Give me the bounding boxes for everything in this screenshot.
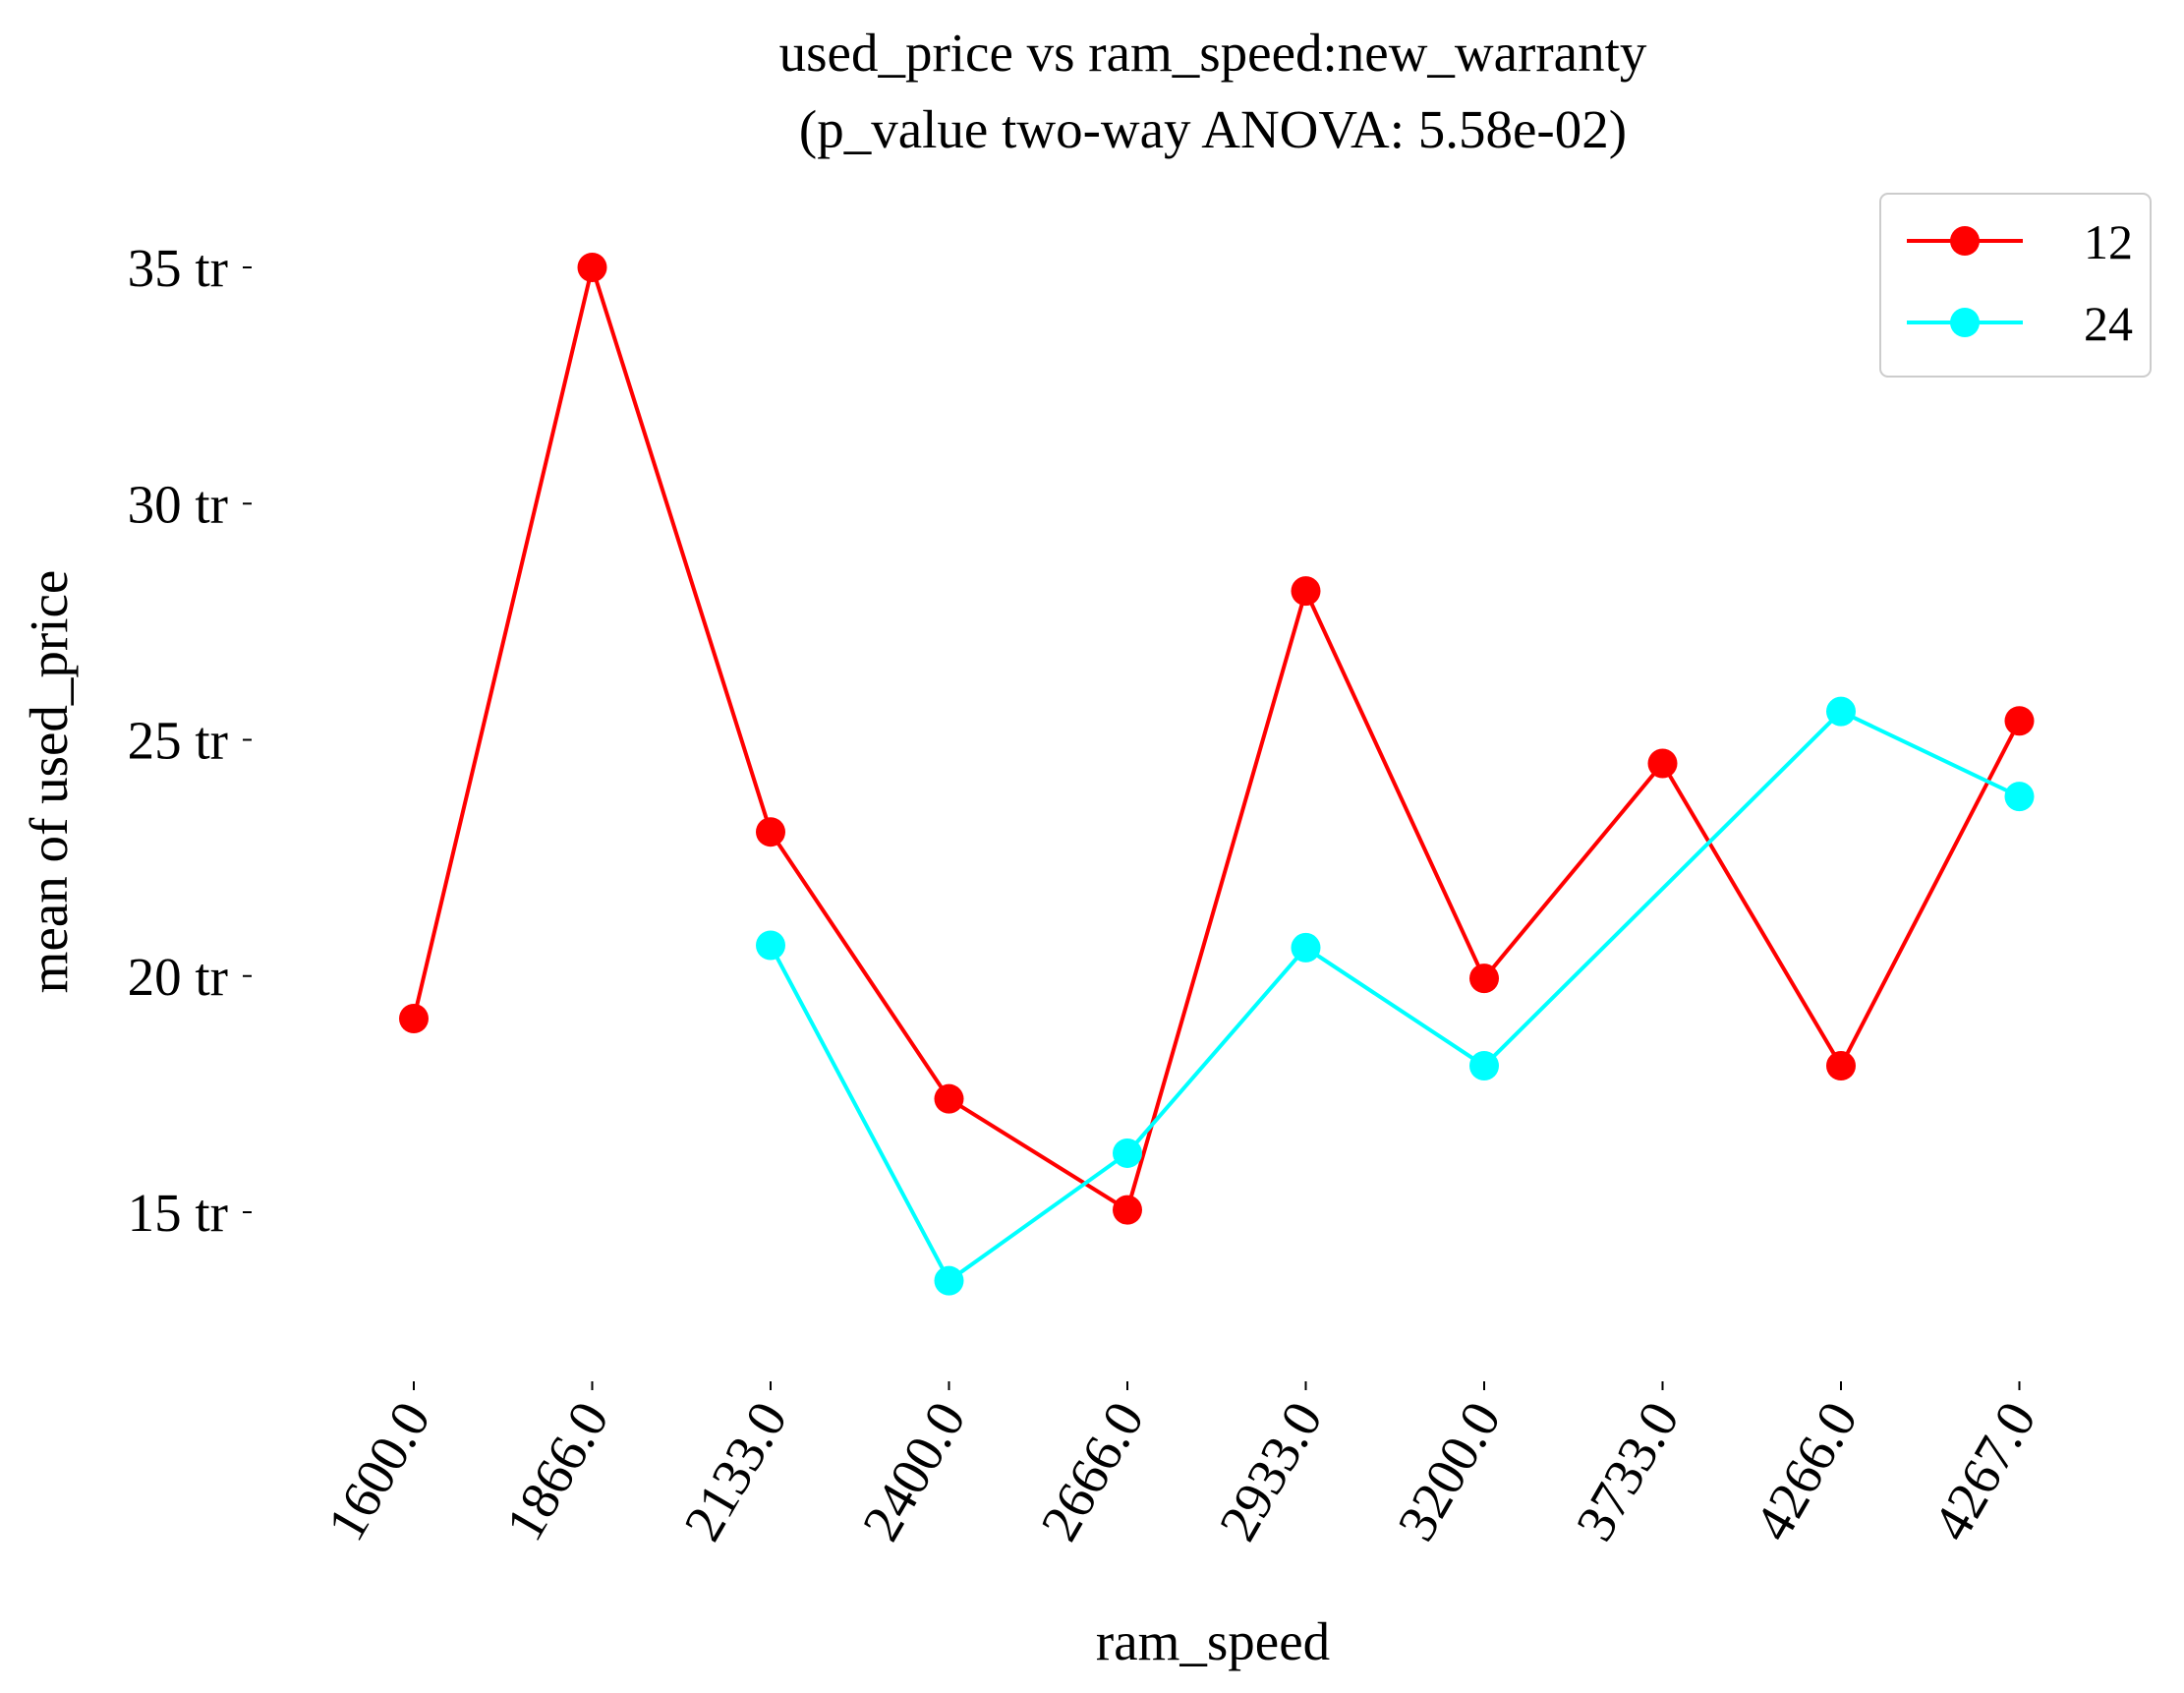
x-tick-label: 1866.0 <box>493 1392 619 1550</box>
x-axis: 1600.0 1866.0 2133.0 2400.0 2666.0 2933.0 3200… <box>316 1381 2047 1550</box>
legend-marker <box>1950 308 1980 337</box>
x-tick-label: 4266.0 <box>1743 1392 1868 1550</box>
data-point <box>934 1083 964 1114</box>
y-tick-label: 35 tr <box>128 238 228 298</box>
data-point <box>1291 576 1321 607</box>
legend-marker <box>1950 226 1980 256</box>
x-tick-label: 2666.0 <box>1029 1392 1155 1550</box>
legend-item: 24 <box>1907 296 2133 351</box>
x-tick-label: 1600.0 <box>316 1392 441 1550</box>
y-tick-label: 15 tr <box>128 1183 228 1243</box>
data-point <box>1826 696 1856 727</box>
x-tick-label: 2133.0 <box>672 1392 798 1550</box>
data-point <box>1647 748 1678 779</box>
x-tick-label: 3200.0 <box>1386 1392 1512 1550</box>
series-line <box>412 260 2022 1213</box>
y-tick-label: 30 tr <box>128 474 228 534</box>
series-24 <box>756 696 2035 1296</box>
data-point <box>756 817 785 847</box>
data-point <box>756 930 785 961</box>
data-point <box>934 1265 964 1296</box>
legend-label: 24 <box>2084 296 2133 351</box>
data-point <box>1469 1051 1499 1081</box>
data-point <box>1113 1138 1142 1168</box>
x-tick-label: 2400.0 <box>850 1392 976 1550</box>
legend-item: 12 <box>1907 214 2133 269</box>
data-point <box>2004 782 2035 812</box>
y-axis-label: mean of used_price <box>19 570 79 994</box>
y-tick-label: 20 tr <box>128 947 228 1007</box>
x-axis-label: ram_speed <box>1096 1611 1330 1671</box>
series-12 <box>399 253 2035 1225</box>
series-layer <box>399 253 2035 1296</box>
data-point <box>1291 932 1321 963</box>
x-tick-label: 2933.0 <box>1207 1392 1333 1550</box>
data-point <box>1469 963 1499 994</box>
data-point <box>1113 1195 1142 1225</box>
legend-label: 12 <box>2084 214 2133 269</box>
y-tick-label: 25 tr <box>128 711 228 771</box>
series-line <box>769 709 2021 1284</box>
data-point <box>2004 706 2035 736</box>
chart-title-line1: used_price vs ram_speed:new_warranty <box>779 23 1647 83</box>
chart-title-line2: (p_value two-way ANOVA: 5.58e-02) <box>799 99 1627 159</box>
x-tick-label: 4267.0 <box>1921 1392 2046 1550</box>
data-point <box>399 1003 429 1033</box>
data-point <box>1826 1051 1856 1081</box>
x-tick-label: 3733.0 <box>1564 1392 1690 1550</box>
y-axis: 15 tr 20 tr 25 tr 30 tr 35 tr <box>128 238 252 1243</box>
data-point <box>577 253 607 282</box>
